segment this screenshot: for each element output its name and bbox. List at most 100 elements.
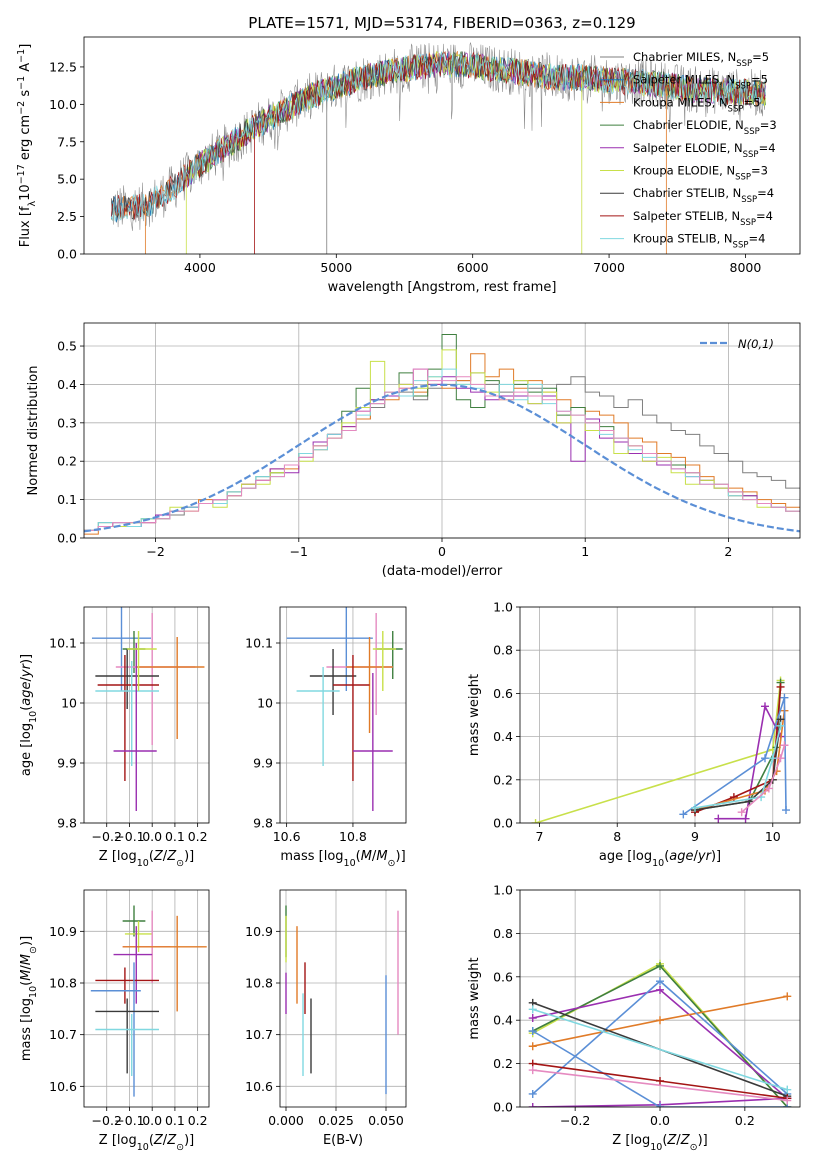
- y-tick-label: 0.4: [57, 377, 77, 392]
- y-tick-label: 9.8: [57, 816, 77, 831]
- x-tick-label: 7000: [593, 260, 625, 275]
- x-axis-label: Z [log10(Z/Z⊙)]: [99, 849, 194, 869]
- y-tick-label: 0.5: [57, 339, 77, 354]
- x-axis-label: age [log10(age/yr)]: [599, 849, 721, 869]
- y-axis-label: mass weight: [467, 674, 482, 756]
- label-part: age [log: [599, 849, 652, 864]
- y-tick-label: 0.0: [493, 1100, 513, 1115]
- y-tick-label: 0.2: [57, 454, 77, 469]
- chart-spectrum: 4000 5000 6000 7000 8000 0.0 2.5 5.0 7.5 10.0 12.5…: [16, 36, 801, 295]
- y-axis-label: age [log10(age/yr)]: [19, 654, 39, 776]
- label-part: /: [163, 849, 168, 864]
- legend-entry: Chabrier STELIB, NSSP=4: [633, 186, 774, 205]
- x-tick-label: −0.1: [114, 1113, 144, 1128]
- y-tick-label: 0.0: [57, 247, 77, 262]
- legend-sub: SSP: [741, 195, 757, 205]
- plot-area-residuals: [84, 334, 800, 538]
- massweight-marker: [780, 741, 789, 750]
- massweight-marker: [783, 1085, 792, 1094]
- label-part: ⊙: [28, 946, 39, 954]
- y-tick-label: 7.5: [57, 134, 77, 149]
- y-tick-label: 10: [61, 696, 77, 711]
- y-tick-label: 10.9: [245, 924, 273, 939]
- massweight-line: [718, 703, 782, 820]
- massweight-marker: [761, 702, 769, 711]
- legend-tail: =3: [751, 164, 768, 178]
- label-part: 10: [652, 858, 664, 869]
- histogram-series: [84, 368, 800, 538]
- massweight-marker: [783, 1096, 792, 1105]
- massweight-marker: [656, 977, 664, 986]
- massweight-marker: [782, 806, 790, 815]
- x-tick-label: 2: [724, 544, 732, 559]
- y-axis-label: mass [log10(M/M⊙)]: [19, 936, 39, 1061]
- massweight-marker: [780, 693, 789, 702]
- x-tick-label: −2: [146, 544, 164, 559]
- label-part: 10: [28, 711, 39, 723]
- y-axis-label: Normed distribution: [26, 366, 41, 496]
- legend-sub: SSP: [736, 59, 752, 69]
- y-tick-label: 0.0: [57, 531, 77, 546]
- legend-name: Chabrier MILES, N: [633, 50, 736, 64]
- label-part: age: [19, 681, 34, 705]
- axes-frame: [519, 889, 801, 1108]
- x-tick-label: −0.2: [560, 1113, 590, 1128]
- y-tick-label: 9.8: [253, 816, 273, 831]
- label-part: Z [log: [99, 849, 137, 864]
- x-tick-label: 0: [438, 544, 446, 559]
- x-axis-label: (data-model)/error: [382, 564, 503, 579]
- massweight-marker: [656, 1103, 664, 1107]
- label-part: )]: [184, 849, 194, 864]
- label-part: (: [19, 981, 34, 986]
- y-tick-label: 0.2: [493, 1056, 513, 1071]
- label-part: ]: [18, 44, 33, 49]
- legend-sub: SSP: [740, 218, 756, 228]
- label-part: 10: [344, 858, 356, 869]
- y-tick-label: 10.1: [245, 636, 273, 651]
- legend-entry: Salpeter ELODIE, NSSP=4: [633, 141, 776, 160]
- y-tick-label: 0.6: [493, 686, 513, 701]
- legend-tail: =4: [757, 186, 774, 200]
- y-tick-label: 10.7: [245, 1027, 273, 1042]
- label-part: ⊙: [388, 858, 396, 869]
- label-part: Z: [166, 1133, 177, 1148]
- x-tick-label: −1: [290, 544, 308, 559]
- label-part: Z: [666, 1133, 677, 1148]
- massweight-marker: [528, 1103, 537, 1107]
- label-part: Z: [166, 849, 177, 864]
- label-part: )]: [19, 936, 34, 946]
- label-part: age: [669, 849, 693, 864]
- massweight-marker: [776, 721, 785, 730]
- x-tick-label: 0.0: [142, 1113, 162, 1128]
- x-tick-label: −0.2: [92, 829, 122, 844]
- massweight-marker: [528, 1014, 537, 1023]
- plot-area-age-vs-Z: [91, 607, 205, 811]
- x-axis-label: E(B-V): [323, 1133, 363, 1148]
- x-axis-label: Z [log10(Z/Z⊙)]: [612, 1133, 707, 1153]
- label-part: M: [19, 970, 34, 981]
- y-tick-label: 10: [257, 696, 273, 711]
- label-part: 10: [28, 986, 39, 998]
- massweight-line: [682, 697, 787, 816]
- label-part: Flux [f: [18, 206, 33, 247]
- x-tick-label: 0.1: [165, 1113, 185, 1128]
- label-part: −1: [16, 76, 27, 90]
- label-part: yr: [697, 849, 713, 864]
- label-part: −17: [16, 164, 27, 184]
- label-part: M: [376, 849, 387, 864]
- axes-frame: [83, 606, 210, 824]
- legend-name: Salpeter ELODIE, N: [633, 141, 743, 155]
- normal-curve: [84, 383, 800, 533]
- x-tick-label: 0.025: [318, 1113, 354, 1128]
- label-part: s: [18, 90, 33, 101]
- label-part: )]: [184, 1133, 194, 1148]
- plot-area-mass-vs-Z: [90, 905, 207, 1097]
- y-axis-label: Flux [fλ10−17 erg cm−2 s−1 A−1]: [16, 44, 38, 248]
- label-part: erg cm: [18, 115, 33, 164]
- label-part: yr: [19, 662, 34, 678]
- label-part: (: [664, 849, 669, 864]
- label-part: )]: [396, 849, 406, 864]
